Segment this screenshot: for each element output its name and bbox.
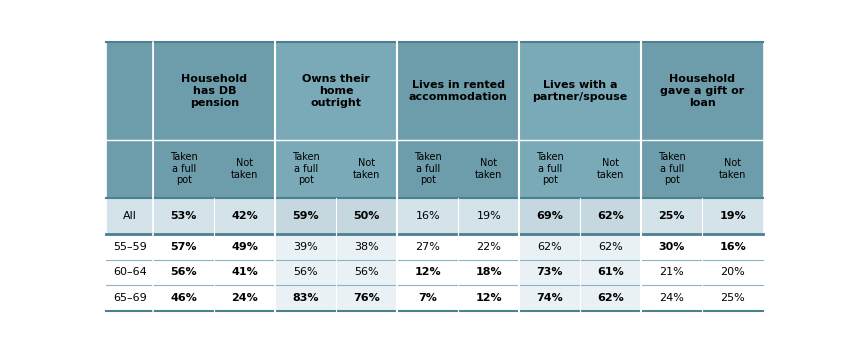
Text: 69%: 69% (536, 211, 563, 221)
Text: 24%: 24% (659, 293, 684, 303)
Text: 19%: 19% (719, 211, 746, 221)
Bar (397, 260, 519, 285)
Bar (276, 234, 397, 260)
Text: 55–59: 55–59 (113, 242, 147, 252)
Text: 39%: 39% (293, 242, 318, 252)
Text: 53%: 53% (170, 211, 197, 221)
Text: Not
taken: Not taken (475, 158, 503, 180)
Text: Household
gave a gift or
loan: Household gave a gift or loan (660, 74, 745, 107)
Text: 49%: 49% (232, 242, 259, 252)
Bar (641, 140, 763, 198)
Text: 50%: 50% (354, 211, 380, 221)
Text: Household
has DB
pension: Household has DB pension (181, 74, 248, 107)
Bar (153, 260, 276, 285)
Text: 27%: 27% (416, 242, 440, 252)
Text: 30%: 30% (659, 242, 685, 252)
Bar (106, 234, 763, 260)
Text: 83%: 83% (293, 293, 319, 303)
Text: 38%: 38% (354, 242, 379, 252)
Text: 62%: 62% (599, 242, 623, 252)
Text: 7%: 7% (418, 293, 438, 303)
Bar (519, 285, 641, 311)
Text: 21%: 21% (660, 267, 684, 277)
Text: Taken
a full
pot: Taken a full pot (414, 152, 442, 185)
Text: Taken
a full
pot: Taken a full pot (658, 152, 685, 185)
Text: All: All (123, 211, 137, 221)
Text: 56%: 56% (354, 267, 379, 277)
Bar (106, 140, 763, 198)
Bar (641, 260, 763, 285)
Bar (276, 198, 397, 234)
Text: Not
taken: Not taken (719, 158, 746, 180)
Bar (519, 234, 641, 260)
Bar (276, 285, 397, 311)
Text: 22%: 22% (477, 242, 501, 252)
Text: Taken
a full
pot: Taken a full pot (536, 152, 564, 185)
Text: 12%: 12% (476, 293, 502, 303)
Bar (153, 140, 276, 198)
Bar (641, 42, 763, 140)
Bar (106, 198, 763, 234)
Bar (276, 140, 397, 198)
Text: 16%: 16% (416, 211, 440, 221)
Bar (106, 42, 763, 140)
Bar (106, 260, 763, 285)
Bar (397, 234, 519, 260)
Bar (153, 42, 276, 140)
Text: 42%: 42% (232, 211, 258, 221)
Text: 62%: 62% (597, 211, 624, 221)
Text: Taken
a full
pot: Taken a full pot (170, 152, 198, 185)
Text: 59%: 59% (293, 211, 319, 221)
Text: 60–64: 60–64 (113, 267, 147, 277)
Text: 76%: 76% (354, 293, 380, 303)
Text: 62%: 62% (538, 242, 562, 252)
Bar (153, 285, 276, 311)
Text: Taken
a full
pot: Taken a full pot (292, 152, 320, 185)
Text: Lives in rented
accommodation: Lives in rented accommodation (409, 80, 508, 102)
Text: 41%: 41% (232, 267, 258, 277)
Text: 25%: 25% (658, 211, 685, 221)
Text: Not
taken: Not taken (232, 158, 259, 180)
Text: 62%: 62% (597, 293, 624, 303)
Bar (397, 285, 519, 311)
Text: 57%: 57% (170, 242, 197, 252)
Bar (641, 198, 763, 234)
Text: 73%: 73% (537, 267, 563, 277)
Text: Lives with a
partner/spouse: Lives with a partner/spouse (533, 80, 628, 102)
Bar (106, 285, 763, 311)
Bar (397, 198, 519, 234)
Text: 61%: 61% (597, 267, 624, 277)
Text: 25%: 25% (720, 293, 745, 303)
Bar (519, 140, 641, 198)
Bar (519, 42, 641, 140)
Text: 46%: 46% (170, 293, 198, 303)
Bar (519, 260, 641, 285)
Text: 12%: 12% (415, 267, 441, 277)
Text: Not
taken: Not taken (353, 158, 381, 180)
Text: 18%: 18% (476, 267, 502, 277)
Text: 56%: 56% (293, 267, 318, 277)
Bar (641, 234, 763, 260)
Bar (276, 260, 397, 285)
Text: 19%: 19% (477, 211, 501, 221)
Bar (397, 42, 519, 140)
Bar (153, 234, 276, 260)
Bar (276, 42, 397, 140)
Bar (397, 140, 519, 198)
Text: 16%: 16% (719, 242, 746, 252)
Text: Owns their
home
outright: Owns their home outright (303, 74, 371, 107)
Text: 20%: 20% (720, 267, 745, 277)
Bar (641, 285, 763, 311)
Text: 56%: 56% (170, 267, 197, 277)
Text: Not
taken: Not taken (597, 158, 624, 180)
Text: 65–69: 65–69 (113, 293, 147, 303)
Text: 24%: 24% (232, 293, 258, 303)
Bar (519, 198, 641, 234)
Bar (153, 198, 276, 234)
Text: 74%: 74% (537, 293, 563, 303)
